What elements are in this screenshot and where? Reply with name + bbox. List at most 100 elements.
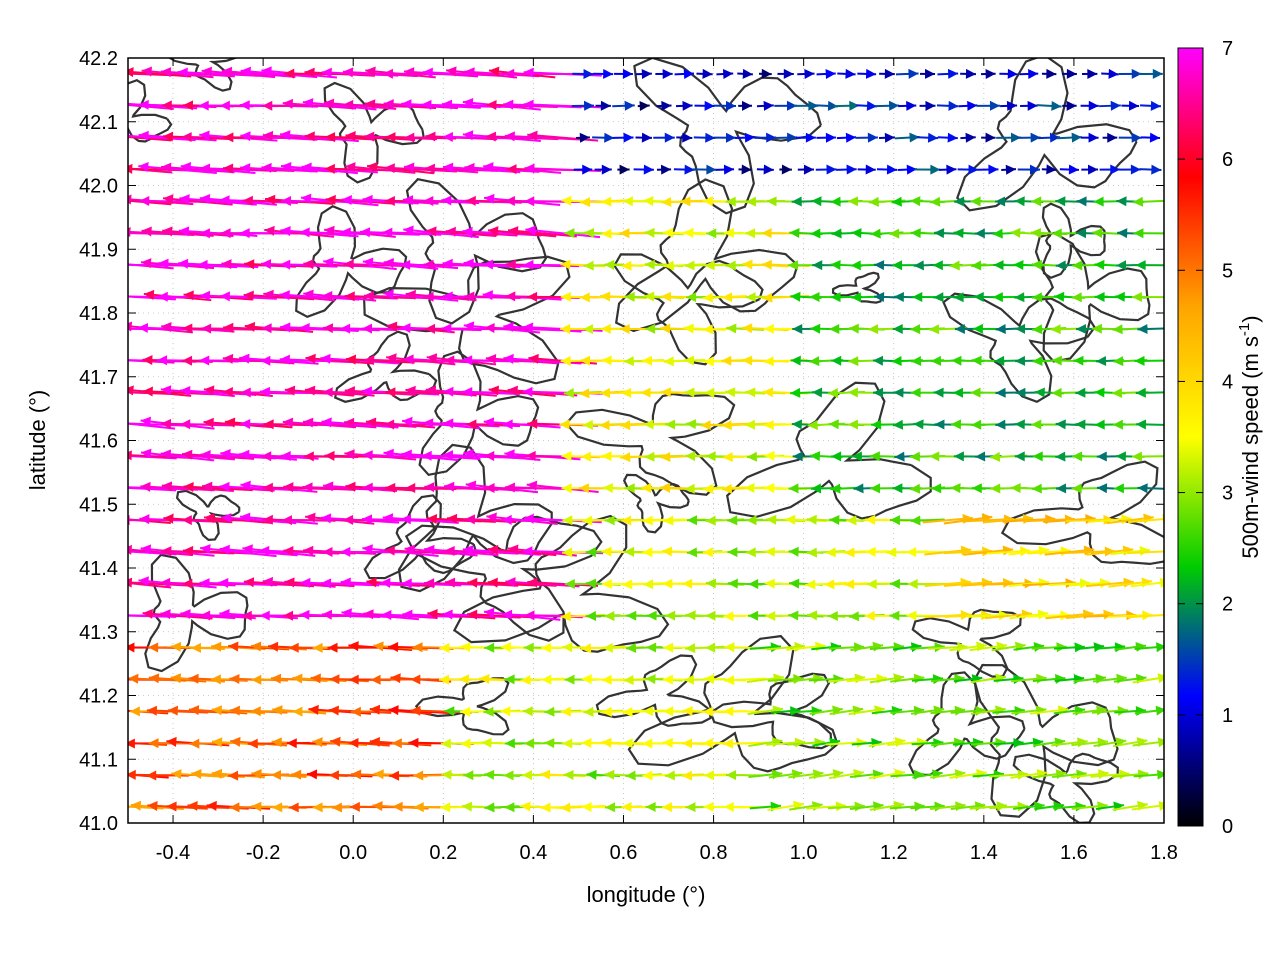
wind-arrow — [1131, 800, 1164, 811]
wind-arrow — [1102, 132, 1118, 143]
wind-arrow — [1134, 705, 1164, 716]
wind-arrow — [999, 68, 1018, 79]
wind-arrow — [1139, 164, 1162, 175]
wind-arrows — [128, 66, 1164, 813]
wind-arrow — [1135, 419, 1164, 430]
wind-arrow — [160, 162, 235, 174]
contour-line — [175, 489, 241, 542]
wind-arrow — [976, 100, 1000, 111]
wind-arrow — [571, 100, 595, 111]
wind-arrow — [280, 161, 358, 175]
wind-arrow — [952, 737, 984, 748]
wind-arrow — [958, 100, 978, 111]
wind-arrow — [612, 100, 635, 111]
wind-arrow — [487, 544, 557, 557]
wind-arrow — [383, 289, 459, 302]
wind-arrow — [1080, 100, 1099, 111]
wind-arrow — [325, 194, 395, 205]
wind-arrow — [160, 449, 235, 461]
wind-arrow — [141, 66, 214, 79]
wind-arrow — [673, 164, 695, 175]
wind-arrow — [261, 162, 338, 173]
wind-arrow — [738, 164, 752, 175]
wind-arrow — [855, 132, 878, 143]
wind-arrow — [383, 448, 459, 462]
colorbar-title: 500m-wind speed (m s-1) — [1236, 315, 1263, 558]
wind-arrow — [897, 164, 917, 175]
wind-arrow — [876, 164, 898, 175]
wind-arrow — [1038, 132, 1061, 143]
wind-arrow — [262, 576, 336, 588]
wind-arrow — [592, 132, 615, 143]
wind-arrow — [1132, 737, 1164, 748]
wind-arrow — [811, 642, 842, 653]
x-tick-label: -0.2 — [246, 842, 280, 864]
wind-arrow — [305, 512, 375, 525]
wind-arrow — [464, 67, 540, 78]
wind-arrow — [1099, 100, 1121, 111]
y-tick-label: 41.8 — [79, 303, 118, 325]
wind-arrow — [203, 417, 274, 429]
wind-arrow — [203, 513, 273, 525]
wind-arrow — [1017, 164, 1041, 175]
wind-arrow — [300, 193, 379, 207]
wind-arrow — [1119, 164, 1141, 175]
wind-arrow — [969, 801, 1008, 812]
colorbar-tick-label: 0 — [1222, 816, 1233, 838]
wind-arrow — [179, 194, 257, 206]
wind-arrow — [816, 68, 836, 79]
colorbar-tick-label: 5 — [1222, 260, 1233, 282]
wind-arrow — [898, 100, 917, 111]
wind-arrow — [1001, 164, 1017, 175]
wind-arrow — [1134, 642, 1164, 653]
wind-arrow — [487, 577, 557, 588]
wind-arrow — [696, 68, 713, 79]
wind-arrow — [1091, 705, 1128, 716]
contour-line — [333, 330, 438, 403]
wind-arrow — [279, 130, 359, 143]
colorbar-tick-label: 7 — [1222, 38, 1233, 60]
wind-arrow — [806, 801, 847, 812]
contour-line — [942, 292, 1096, 404]
wind-arrow — [505, 577, 580, 588]
contour-line — [908, 671, 1026, 777]
wind-arrow — [445, 226, 518, 237]
wind-arrow — [320, 353, 400, 365]
wind-arrow — [833, 100, 860, 111]
wind-arrow — [362, 544, 439, 557]
contour-line — [973, 663, 1119, 818]
wind-arrow — [1041, 68, 1057, 79]
wind-arrow — [980, 69, 996, 79]
contour-line — [595, 654, 712, 727]
wind-arrow — [1132, 673, 1164, 684]
wind-arrow — [138, 162, 217, 174]
wind-arrow — [405, 385, 477, 397]
wind-arrow — [1133, 769, 1164, 780]
wind-arrow — [1068, 578, 1111, 589]
wind-arrow — [633, 164, 654, 175]
wind-arrow — [426, 226, 497, 238]
wind-arrow — [879, 68, 895, 79]
wind-arrow — [128, 544, 193, 557]
x-tick-label: 0.4 — [519, 842, 547, 864]
wind-arrow — [575, 132, 590, 143]
wind-arrow — [1131, 292, 1164, 303]
wind-arrow — [1118, 132, 1142, 143]
wind-arrow — [836, 132, 857, 143]
wind-arrow — [487, 226, 557, 238]
x-axis-title: longitude (°) — [587, 882, 706, 907]
wind-arrow — [694, 100, 715, 111]
wind-arrow — [220, 448, 297, 461]
contour-line — [397, 443, 553, 593]
wind-arrow — [488, 385, 556, 397]
wind-arrow — [656, 100, 672, 111]
wind-arrow — [128, 199, 172, 206]
wind-arrow — [593, 68, 614, 79]
wind-arrow — [341, 608, 420, 621]
wind-arrow — [322, 481, 398, 492]
wind-arrow — [221, 66, 296, 78]
wind-arrow — [836, 164, 857, 175]
wind-arrow — [160, 385, 235, 397]
wind-arrow — [970, 737, 1006, 748]
colorbar — [1177, 47, 1204, 827]
